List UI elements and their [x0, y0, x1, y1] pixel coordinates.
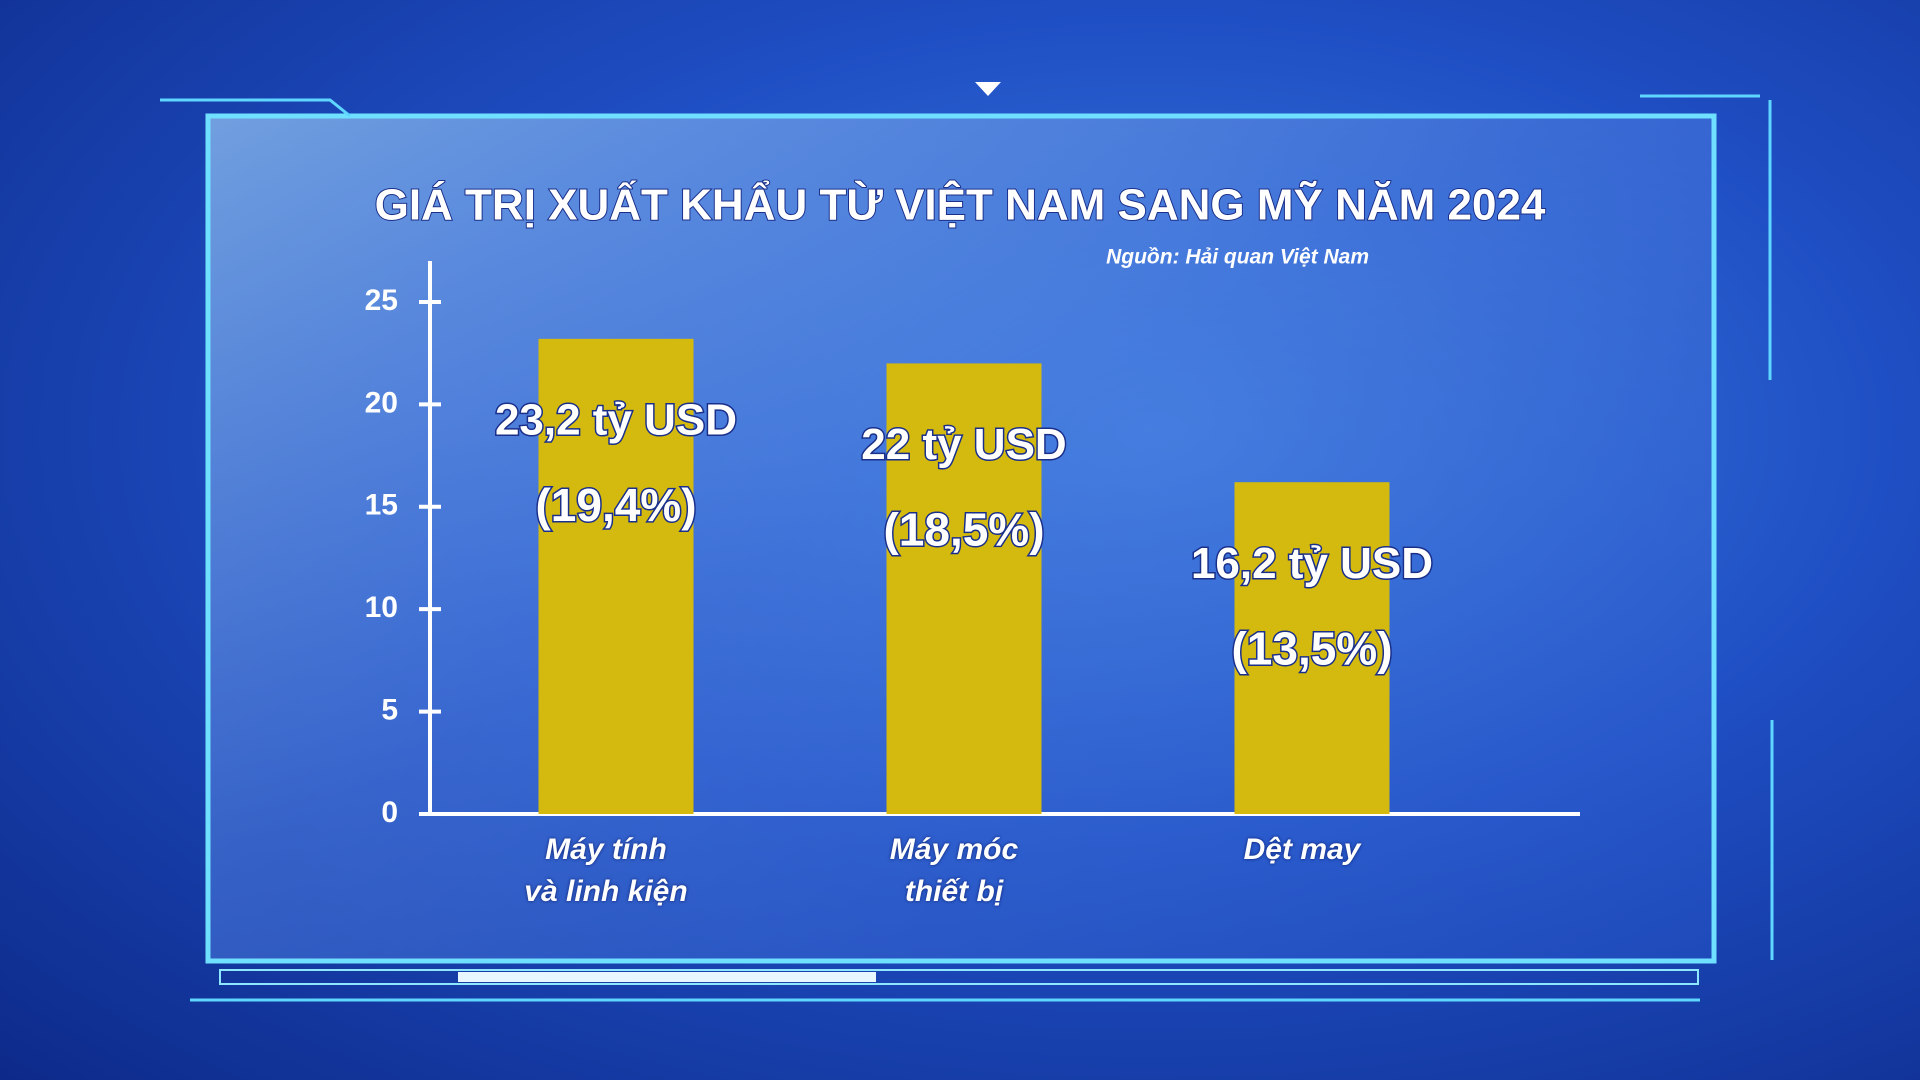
x-tick-label: Máy tính và linh kiện [524, 833, 688, 908]
share-label: (18,5%) [883, 504, 1044, 556]
y-tick-label: 0 [381, 796, 398, 829]
value-label: 16,2 tỷ USD [1191, 539, 1433, 588]
progress-fill [458, 972, 876, 982]
x-tick-label: Dệt may [1243, 833, 1361, 866]
share-label: (13,5%) [1231, 622, 1392, 674]
chart-title: GIÁ TRỊ XUẤT KHẨU TỪ VIỆT NAM SANG MỸ NĂ… [375, 179, 1546, 230]
bar [886, 363, 1042, 814]
marker [975, 82, 1001, 96]
frame-deco [160, 94, 1774, 1002]
y-tick-label: 25 [365, 284, 398, 317]
x-tick-label: Máy móc thiết bị [889, 833, 1019, 908]
source-note: Nguồn: Hải quan Việt Nam [1106, 246, 1369, 269]
bar [538, 338, 694, 814]
share-label: (19,4%) [535, 479, 696, 531]
y-tick-label: 15 [365, 489, 398, 522]
value-label: 22 tỷ USD [861, 420, 1066, 469]
panel-frame [205, 113, 1717, 964]
value-label: 23,2 tỷ USD [495, 395, 737, 444]
y-tick-label: 10 [365, 591, 398, 624]
progress-track [219, 969, 1699, 985]
y-tick-label: 20 [365, 386, 398, 419]
y-tick-label: 5 [381, 694, 398, 727]
bar [1234, 482, 1390, 814]
